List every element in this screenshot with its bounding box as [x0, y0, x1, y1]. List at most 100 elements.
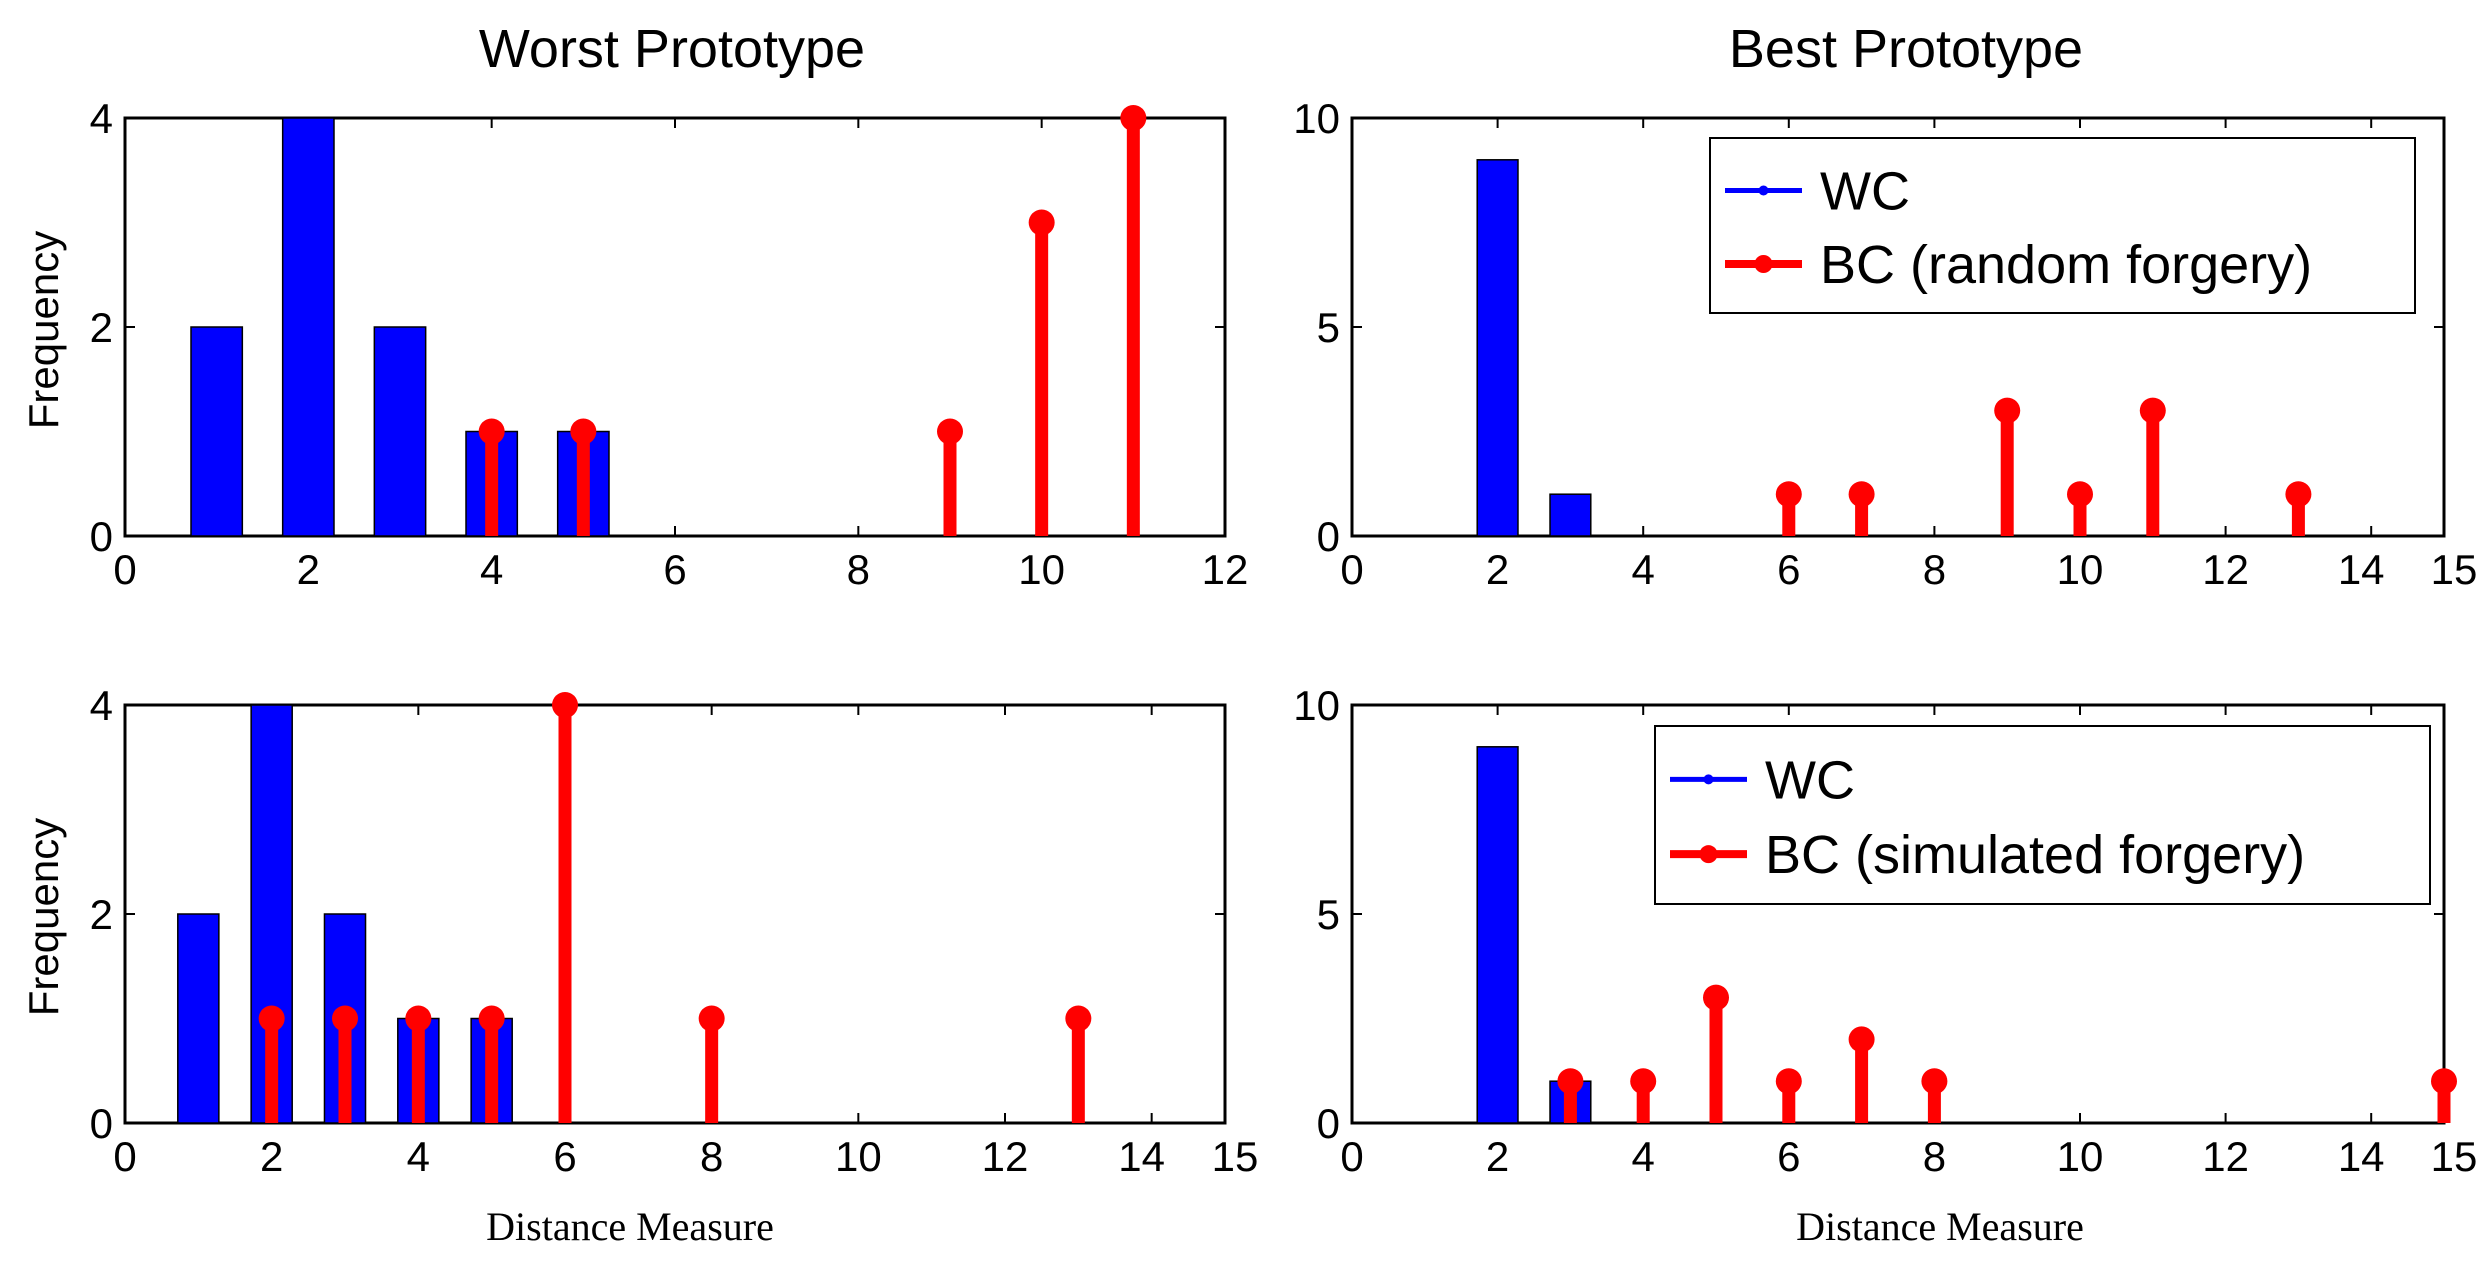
x-tick-label: 6 — [663, 546, 686, 593]
bc-stem-marker — [570, 418, 597, 445]
bc-stem-marker — [332, 1005, 358, 1032]
x-tick-label: 12 — [2202, 546, 2249, 593]
y-tick-label: 5 — [1317, 891, 1340, 938]
panel-best-random: 0 2 4 6 8 10 12 14 15 0 5 10 WC BC (random forgery) — [1293, 95, 2477, 593]
bc-stem-marker — [1775, 481, 1802, 508]
x-tick-label: 2 — [260, 1133, 283, 1180]
panel-worst-random: 0 2 4 6 8 10 12 0 2 4 — [90, 95, 1249, 593]
legend: WC BC (simulated forgery) — [1654, 725, 2431, 905]
bc-stem-marker — [2067, 481, 2093, 508]
panel-best-simulated: 0 2 4 6 8 10 12 14 15 0 5 10 WC BC (simulated forgery… — [1293, 682, 2477, 1180]
bc-stem-marker — [1921, 1068, 1948, 1095]
legend-label: WC — [1820, 162, 1910, 222]
x-tick-label: 2 — [297, 546, 320, 593]
x-tick-label: 10 — [1018, 546, 1065, 593]
x-tick-label: 8 — [700, 1133, 723, 1180]
x-tick-label: 0 — [1340, 1133, 1363, 1180]
legend-label: WC — [1765, 750, 1855, 810]
y-tick-label: 5 — [1317, 304, 1340, 351]
x-tick-label: 6 — [1777, 1133, 1800, 1180]
bc-stem-marker — [1120, 105, 1147, 131]
x-tick-label: 15 — [2431, 1133, 2478, 1180]
ylabel-top-left: Frequency — [20, 231, 67, 429]
bc-stem-marker — [1630, 1068, 1657, 1095]
legend-marker — [1758, 185, 1769, 196]
y-tick-label: 0 — [90, 1100, 113, 1147]
wc-bar — [281, 117, 335, 537]
x-tick-label: 14 — [2338, 1133, 2385, 1180]
x-tick-label: 15 — [1212, 1133, 1259, 1180]
y-tick-label: 4 — [90, 95, 113, 142]
x-tick-label: 4 — [480, 546, 503, 593]
bc-stem-marker — [1848, 481, 1875, 508]
wc-bar — [1476, 159, 1519, 537]
x-tick-label: 4 — [1632, 546, 1655, 593]
title-best-prototype: Best Prototype — [1729, 19, 2083, 79]
x-tick-label: 12 — [982, 1133, 1029, 1180]
legend-marker — [1703, 774, 1714, 785]
y-tick-label: 0 — [1317, 1100, 1340, 1147]
bc-stem-marker — [2431, 1068, 2457, 1095]
y-tick-label: 0 — [90, 513, 113, 560]
wc-bar — [1549, 493, 1592, 537]
bc-stem-marker — [2285, 481, 2312, 508]
bc-stem-marker — [478, 418, 505, 445]
x-tick-label: 0 — [113, 1133, 136, 1180]
legend-box — [1654, 725, 2431, 905]
legend-box — [1709, 137, 2416, 314]
bc-stem-marker — [478, 1005, 505, 1032]
wc-bar — [190, 326, 244, 537]
wc-bar — [373, 326, 427, 537]
panels-group: 0 2 4 6 8 10 12 0 2 4 0 2 4 6 8 10 12 14 15 0 5 10 WC BC (rando… — [90, 95, 2478, 1180]
y-tick-label: 2 — [90, 304, 113, 351]
xlabel-bottom-right: Distance Measure — [1796, 1204, 2084, 1249]
bc-stem-marker — [1775, 1068, 1802, 1095]
bc-stem-marker — [937, 418, 963, 445]
panel-worst-simulated: 0 2 4 6 8 10 12 14 15 0 2 4 — [90, 682, 1259, 1180]
x-tick-label: 10 — [2057, 546, 2104, 593]
x-tick-label: 2 — [1486, 1133, 1509, 1180]
bc-stem-marker — [1028, 209, 1055, 236]
xlabel-bottom-left: Distance Measure — [486, 1204, 774, 1249]
bc-stem-marker — [1703, 984, 1729, 1011]
title-worst-prototype: Worst Prototype — [479, 19, 865, 79]
x-tick-label: 12 — [2202, 1133, 2249, 1180]
bc-stem-marker — [552, 692, 578, 718]
y-tick-label: 4 — [90, 682, 113, 729]
y-tick-label: 2 — [90, 891, 113, 938]
bc-stem-marker — [405, 1005, 432, 1032]
legend-marker — [1754, 255, 1773, 273]
y-tick-label: 10 — [1293, 682, 1340, 729]
bc-stem-marker — [258, 1005, 285, 1032]
x-tick-label: 8 — [1923, 1133, 1946, 1180]
y-tick-label: 10 — [1293, 95, 1340, 142]
x-tick-label: 15 — [2431, 546, 2478, 593]
bc-stem-marker — [1065, 1005, 1092, 1032]
legend-label: BC (random forgery) — [1820, 235, 2312, 295]
bc-stem-marker — [1557, 1068, 1584, 1095]
x-tick-label: 12 — [1202, 546, 1249, 593]
wc-bar — [177, 913, 220, 1124]
x-tick-label: 14 — [2338, 546, 2385, 593]
x-tick-label: 6 — [553, 1133, 576, 1180]
y-tick-label: 0 — [1317, 513, 1340, 560]
x-tick-label: 8 — [847, 546, 870, 593]
x-tick-label: 10 — [835, 1133, 882, 1180]
bc-stem-marker — [698, 1005, 725, 1032]
x-tick-label: 2 — [1486, 546, 1509, 593]
bc-stem-marker — [2139, 397, 2166, 424]
bc-stem-marker — [1848, 1026, 1875, 1053]
x-tick-label: 4 — [407, 1133, 430, 1180]
legend-label: BC (simulated forgery) — [1765, 825, 2305, 885]
wc-bar — [1476, 746, 1519, 1124]
bc-stem-marker — [1994, 397, 2021, 424]
legend-marker — [1699, 845, 1718, 864]
x-tick-label: 14 — [1118, 1133, 1165, 1180]
ylabel-bottom-left: Frequency — [20, 818, 67, 1016]
x-tick-label: 8 — [1923, 546, 1946, 593]
x-tick-label: 4 — [1632, 1133, 1655, 1180]
x-tick-label: 10 — [2057, 1133, 2104, 1180]
legend: WC BC (random forgery) — [1709, 137, 2416, 314]
x-tick-label: 0 — [113, 546, 136, 593]
